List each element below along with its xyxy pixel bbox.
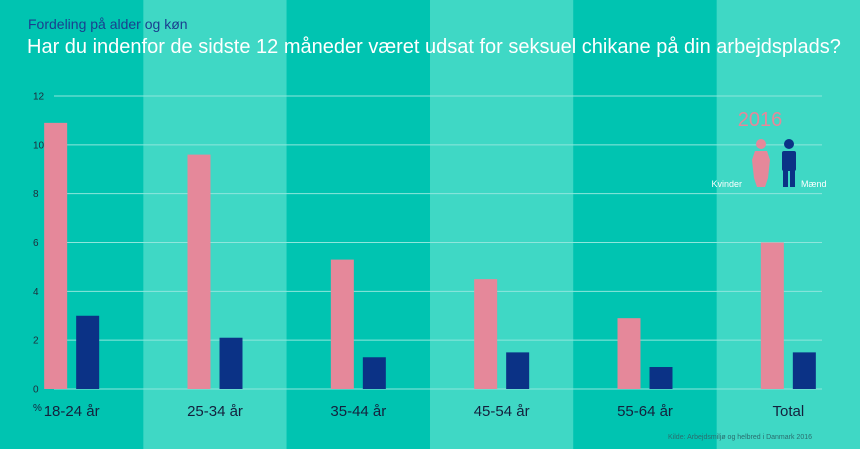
legend: 2016 Kvinder Mænd bbox=[711, 109, 826, 189]
x-category-label: 25-34 år bbox=[187, 403, 243, 420]
bar-women bbox=[330, 259, 354, 389]
y-axis-unit-label: % bbox=[33, 403, 42, 414]
x-category-label: 18-24 år bbox=[44, 403, 100, 420]
category-band bbox=[0, 0, 144, 449]
x-category-label: 35-44 år bbox=[330, 403, 386, 420]
y-tick-label: 6 bbox=[33, 238, 39, 249]
bar-women bbox=[617, 318, 641, 389]
x-axis-categories: 18-24 år 25-34 år 35-44 år 45-54 år 55-64 år… bbox=[44, 403, 804, 420]
bar-women bbox=[187, 154, 211, 389]
bars bbox=[44, 122, 816, 389]
gridlines bbox=[54, 95, 822, 390]
y-axis-ticks: 0 2 4 6 8 10 12 bbox=[33, 92, 45, 396]
bar-women bbox=[44, 122, 68, 389]
legend-year: 2016 bbox=[738, 109, 783, 131]
bar-women bbox=[760, 242, 784, 389]
x-category-label: 55-64 år bbox=[617, 403, 673, 420]
bar-men bbox=[76, 315, 100, 389]
bar-men bbox=[792, 352, 816, 389]
legend-women-label: Kvinder bbox=[711, 179, 742, 189]
y-tick-label: 12 bbox=[33, 92, 45, 103]
bar-men bbox=[506, 352, 530, 389]
category-band bbox=[286, 0, 430, 449]
chart-subtitle: Fordeling på alder og køn bbox=[28, 16, 188, 32]
bar-men bbox=[219, 337, 243, 389]
x-category-label: Total bbox=[772, 403, 804, 420]
category-band bbox=[430, 0, 574, 449]
man-icon bbox=[782, 139, 796, 187]
y-tick-label: 10 bbox=[33, 140, 45, 151]
woman-icon bbox=[752, 139, 770, 187]
y-tick-label: 4 bbox=[33, 287, 39, 298]
y-tick-label: 2 bbox=[33, 336, 39, 347]
y-tick-label: 8 bbox=[33, 189, 39, 200]
category-band bbox=[143, 0, 287, 449]
x-category-label: 45-54 år bbox=[474, 403, 530, 420]
legend-men-label: Mænd bbox=[801, 179, 827, 189]
category-band bbox=[716, 0, 860, 449]
chart-title: Har du indenfor de sidste 12 måneder vær… bbox=[27, 36, 841, 58]
source-note: Kilde: Arbejdsmiljø og helbred i Danmark… bbox=[668, 434, 812, 441]
y-tick-label: 0 bbox=[33, 385, 39, 396]
bar-women bbox=[474, 279, 498, 389]
bar-men bbox=[649, 367, 673, 389]
category-band bbox=[573, 0, 717, 449]
bar-men bbox=[362, 357, 386, 389]
